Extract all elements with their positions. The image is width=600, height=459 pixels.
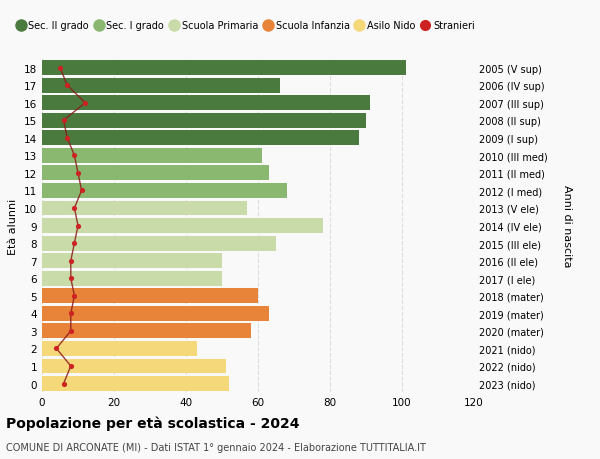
Y-axis label: Anni di nascita: Anni di nascita: [562, 185, 571, 267]
Bar: [42, 184, 287, 198]
Text: COMUNE DI ARCONATE (MI) - Dati ISTAT 1° gennaio 2024 - Elaborazione TUTTITALIA.I: COMUNE DI ARCONATE (MI) - Dati ISTAT 1° …: [6, 442, 426, 452]
Point: [66, 310, 76, 317]
Point: [55, 65, 65, 72]
Point: [70, 205, 79, 212]
Bar: [42, 376, 229, 391]
Point: [59, 380, 68, 387]
Bar: [42, 78, 280, 93]
Bar: [42, 324, 251, 339]
Bar: [42, 359, 226, 374]
Point: [62, 82, 72, 90]
Point: [73, 170, 83, 177]
Text: Popolazione per età scolastica - 2024: Popolazione per età scolastica - 2024: [6, 415, 299, 430]
Bar: [42, 149, 262, 163]
Bar: [42, 131, 359, 146]
Bar: [42, 218, 323, 234]
Bar: [42, 236, 276, 251]
Point: [66, 275, 76, 282]
Point: [70, 240, 79, 247]
Bar: [42, 201, 247, 216]
Bar: [42, 96, 370, 111]
Point: [80, 100, 90, 107]
Point: [66, 257, 76, 265]
Bar: [42, 289, 258, 303]
Bar: [42, 341, 197, 356]
Point: [73, 222, 83, 230]
Bar: [42, 61, 406, 76]
Point: [77, 187, 86, 195]
Point: [59, 118, 68, 125]
Bar: [42, 306, 269, 321]
Bar: [42, 166, 269, 181]
Point: [62, 135, 72, 142]
Bar: [42, 254, 222, 269]
Point: [70, 292, 79, 300]
Bar: [42, 113, 366, 129]
Point: [70, 152, 79, 160]
Legend: Sec. II grado, Sec. I grado, Scuola Primaria, Scuola Infanzia, Asilo Nido, Stran: Sec. II grado, Sec. I grado, Scuola Prim…: [17, 21, 475, 31]
Point: [52, 345, 61, 353]
Point: [66, 327, 76, 335]
Y-axis label: Età alunni: Età alunni: [8, 198, 19, 254]
Bar: [42, 271, 222, 286]
Point: [66, 363, 76, 370]
